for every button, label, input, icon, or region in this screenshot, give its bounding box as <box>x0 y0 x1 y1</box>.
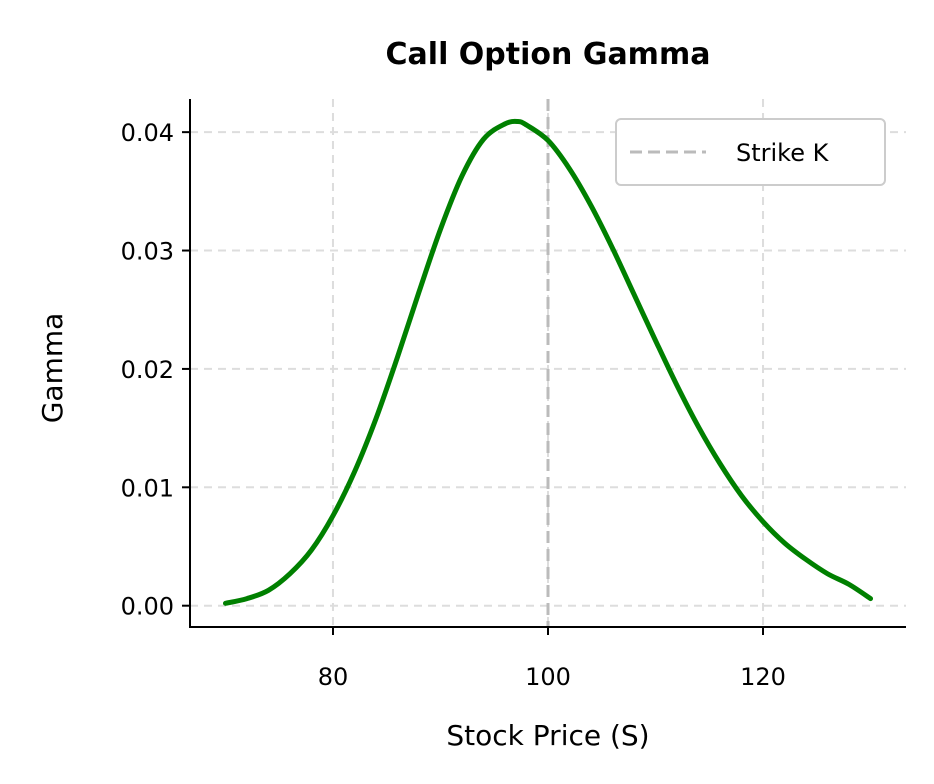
x-tick-label: 80 <box>318 663 349 691</box>
legend: Strike K <box>615 118 886 186</box>
chart-title: Call Option Gamma <box>386 37 711 72</box>
y-tick-label: 0.03 <box>121 238 174 266</box>
y-tick-label: 0.00 <box>121 593 174 621</box>
legend-label-strike: Strike K <box>736 139 830 167</box>
y-tick-label: 0.02 <box>121 356 174 384</box>
series-lines <box>222 118 874 606</box>
x-tick-label: 120 <box>740 663 786 691</box>
y-axis-label: Gamma <box>36 313 69 424</box>
ticks: 80 100 120 0.00 0.01 0.02 0.03 0.04 <box>121 119 786 691</box>
x-tick-label: 100 <box>525 663 571 691</box>
y-tick-label: 0.01 <box>121 474 174 502</box>
x-axis-label: Stock Price (S) <box>446 719 649 752</box>
legend-box <box>615 118 886 186</box>
gamma-curve <box>222 118 874 606</box>
y-tick-label: 0.04 <box>121 119 174 147</box>
